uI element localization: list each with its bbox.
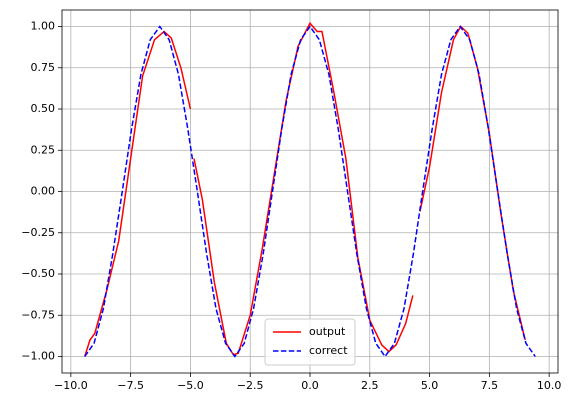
y-tick-label: −0.25 (21, 226, 55, 239)
x-tick-label: 0.0 (301, 379, 319, 392)
x-tick-label: −5.0 (177, 379, 204, 392)
x-tick-label: 7.5 (481, 379, 499, 392)
y-tick-label: −0.75 (21, 308, 55, 321)
y-tick-label: 1.00 (31, 20, 56, 33)
plot-frame (61, 9, 559, 374)
series-line (84, 25, 536, 358)
y-tick-label: 0.25 (31, 143, 56, 156)
x-tick-label: −7.5 (117, 379, 144, 392)
legend-label: correct (309, 344, 348, 357)
y-tick-label: 0.75 (31, 61, 56, 74)
x-tick-label: 2.5 (361, 379, 379, 392)
legend: output correct (264, 318, 356, 366)
y-tick-label: 0.50 (31, 102, 56, 115)
y-tick-label: −0.50 (21, 267, 55, 280)
series-line (84, 21, 526, 357)
x-tick-label: 10.0 (537, 379, 562, 392)
y-tick-label: −1.00 (21, 350, 55, 363)
legend-label: output (309, 325, 346, 338)
y-tick-label: 0.00 (31, 185, 56, 198)
x-tick-label: −10.0 (54, 379, 88, 392)
legend-box (264, 318, 356, 366)
x-tick-label: −2.5 (237, 379, 264, 392)
x-tick-label: 5.0 (421, 379, 439, 392)
